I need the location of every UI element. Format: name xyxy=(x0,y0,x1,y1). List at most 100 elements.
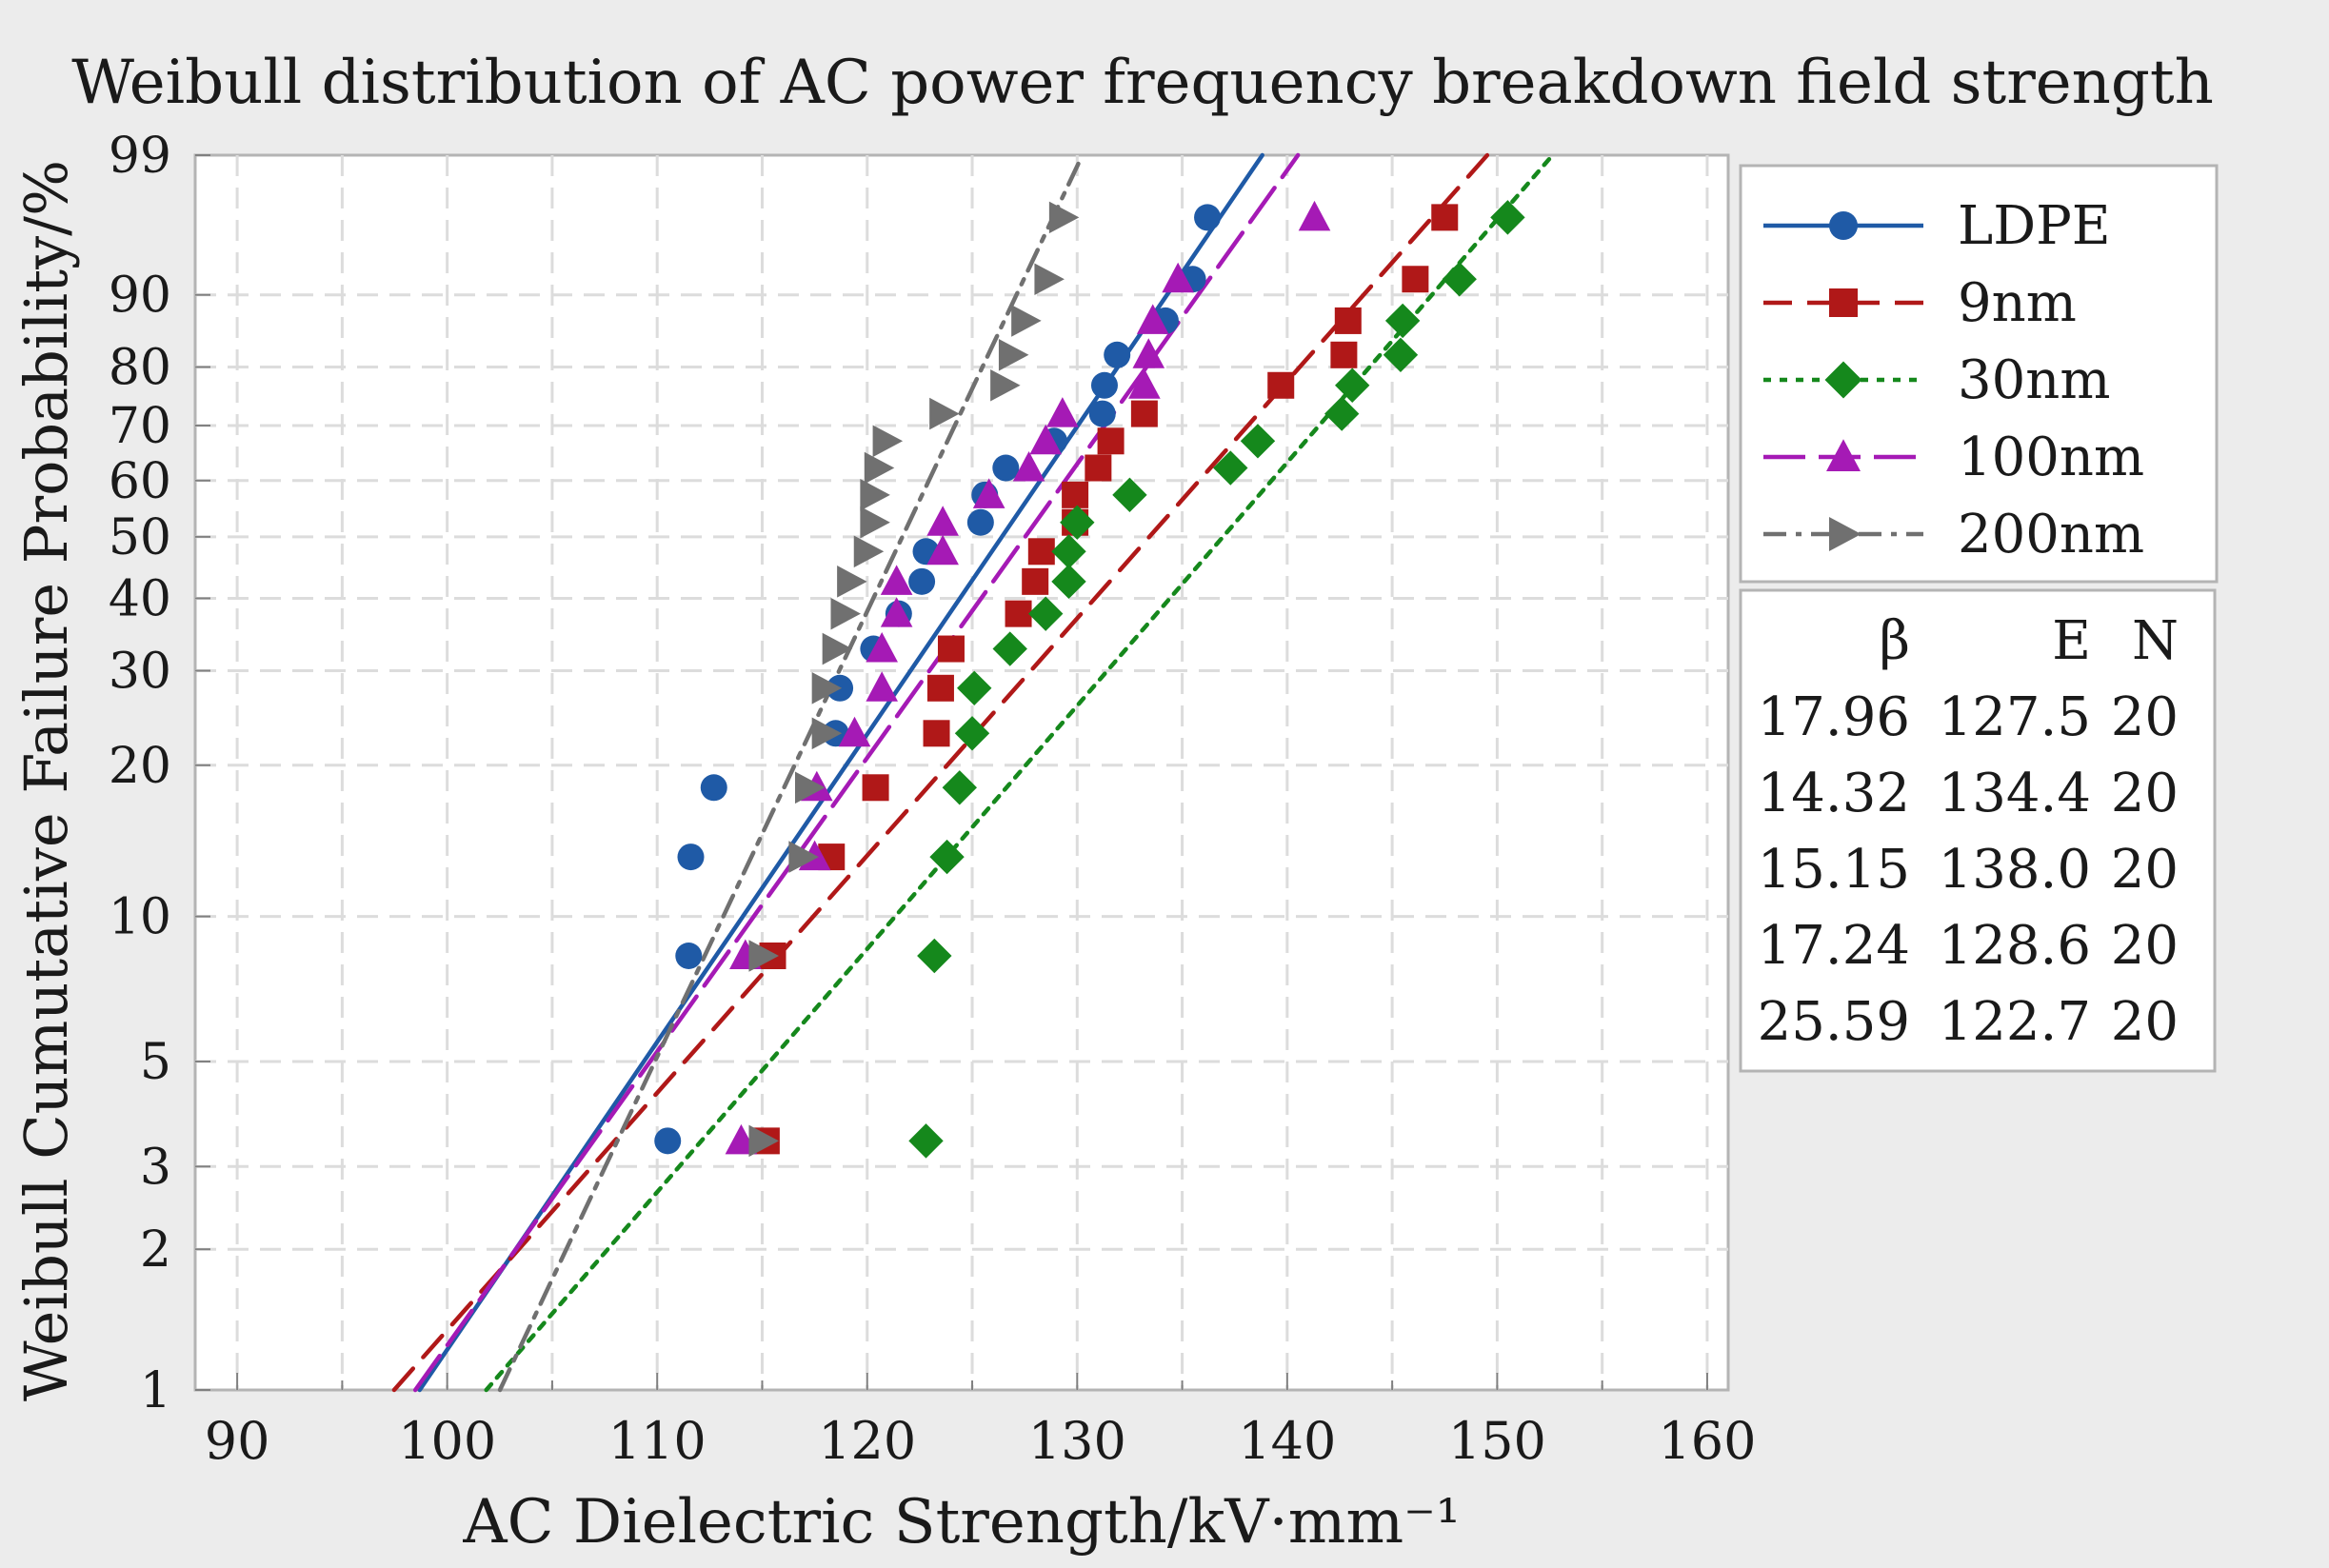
data-point-9nm xyxy=(1005,600,1032,627)
legend-label-ldpe: LDPE xyxy=(1958,195,2111,257)
data-point-200nm xyxy=(1011,305,1042,337)
data-point-30nm xyxy=(1383,337,1419,372)
data-point-30nm xyxy=(1324,396,1360,431)
data-point-100nm xyxy=(880,597,913,627)
data-point-9nm xyxy=(1334,307,1362,334)
stats-cell: 134.4 xyxy=(1939,763,2091,824)
data-point-9nm xyxy=(937,635,965,663)
stats-cell: 20 xyxy=(2111,991,2179,1053)
chart-title: Weibull distribution of AC power frequen… xyxy=(71,48,2214,118)
data-point-30nm xyxy=(1442,262,1477,297)
y-tick-label: 3 xyxy=(140,1139,171,1196)
data-point-ldpe xyxy=(654,1127,682,1155)
stats-cell: 14.32 xyxy=(1758,763,1910,824)
legend-box xyxy=(1739,164,2219,584)
stats-cell: 127.5 xyxy=(1939,686,2091,748)
data-point-ldpe xyxy=(700,774,727,802)
data-point-200nm xyxy=(795,771,826,804)
y-tick-label: 40 xyxy=(109,570,171,627)
data-point-200nm xyxy=(837,566,867,598)
fit-line-9nm xyxy=(391,152,1490,1393)
data-point-9nm xyxy=(1027,538,1055,566)
data-point-100nm xyxy=(1298,200,1331,231)
fit-line-30nm xyxy=(484,152,1555,1393)
data-point-30nm xyxy=(1490,200,1525,235)
y-tick-label: 90 xyxy=(109,268,171,325)
data-point-200nm xyxy=(748,940,779,972)
data-point-ldpe xyxy=(1104,341,1131,368)
data-point-9nm xyxy=(926,674,954,702)
stats-cell: 17.24 xyxy=(1758,915,1910,977)
y-tick-label: 99 xyxy=(109,128,171,185)
y-axis-label: Weibull Cumutative Failure Probability/% xyxy=(11,160,81,1401)
data-point-200nm xyxy=(811,671,843,705)
data-point-200nm xyxy=(1048,201,1080,234)
stats-cell: 20 xyxy=(2111,839,2179,901)
grid-layer xyxy=(195,154,1728,1391)
data-point-100nm xyxy=(926,506,959,536)
data-point-30nm xyxy=(957,670,992,705)
data-point-30nm xyxy=(1240,424,1276,459)
stats-cell: 20 xyxy=(2111,763,2179,824)
data-point-100nm xyxy=(1029,424,1063,455)
fit-line-100nm xyxy=(412,152,1301,1393)
data-point-9nm xyxy=(1431,204,1459,231)
data-point-200nm xyxy=(990,368,1021,402)
data-point-ldpe xyxy=(992,454,1020,482)
legend-marker-100nm xyxy=(1826,439,1861,471)
data-point-200nm xyxy=(811,717,843,750)
data-point-ldpe xyxy=(1088,400,1116,427)
data-point-30nm xyxy=(1051,534,1086,569)
legend-marker-30nm xyxy=(1824,361,1862,399)
data-point-30nm xyxy=(1051,564,1086,600)
data-point-ldpe xyxy=(675,943,703,970)
y-tick-label: 30 xyxy=(109,643,171,700)
data-point-9nm xyxy=(1130,400,1158,427)
data-point-30nm xyxy=(908,1123,944,1159)
legend-label-9nm: 9nm xyxy=(1958,272,2077,334)
data-point-200nm xyxy=(822,632,853,665)
stats-cell: 15.15 xyxy=(1758,839,1910,901)
x-tick-label: 100 xyxy=(398,1411,496,1471)
data-point-30nm xyxy=(1028,596,1064,631)
fit-line-200nm xyxy=(497,152,1085,1393)
legend-label-30nm: 30nm xyxy=(1958,349,2110,411)
tick-labels: 90 100 110 120 130 140 150 160 1 2 3 5 10 20 30 4050607… xyxy=(109,128,1757,1471)
data-point-200nm xyxy=(929,397,960,430)
data-point-30nm xyxy=(942,770,977,805)
stats-header: E xyxy=(2052,610,2091,672)
data-point-100nm xyxy=(1012,451,1045,482)
data-point-9nm xyxy=(1062,481,1089,508)
data-point-100nm xyxy=(1128,368,1161,399)
data-point-200nm xyxy=(830,597,861,630)
y-tick-label: 20 xyxy=(109,738,171,795)
data-point-200nm xyxy=(864,451,895,485)
data-point-9nm xyxy=(1022,567,1049,595)
data-point-200nm xyxy=(860,506,890,539)
data-point-100nm xyxy=(1136,304,1169,334)
data-point-100nm xyxy=(972,478,1005,508)
data-point-9nm xyxy=(923,720,950,747)
x-tick-label: 150 xyxy=(1448,1411,1546,1471)
data-point-ldpe xyxy=(908,567,936,595)
legend-label-100nm: 100nm xyxy=(1958,427,2144,488)
data-point-100nm xyxy=(838,716,871,747)
stats-cell: 17.96 xyxy=(1758,686,1910,748)
data-point-ldpe xyxy=(677,844,705,871)
x-tick-label: 160 xyxy=(1658,1411,1756,1471)
stats-cell: 128.6 xyxy=(1939,915,2091,977)
data-point-ldpe xyxy=(1090,371,1118,399)
data-point-ldpe xyxy=(966,508,994,536)
stats-header: β xyxy=(1880,610,1910,672)
data-point-100nm xyxy=(880,565,913,595)
data-point-100nm xyxy=(866,632,898,663)
y-tick-label: 60 xyxy=(109,453,171,510)
y-tick-label: 2 xyxy=(140,1221,171,1279)
data-point-30nm xyxy=(917,938,952,974)
stats-cell: 20 xyxy=(2111,686,2179,748)
data-point-30nm xyxy=(954,716,990,751)
data-point-30nm xyxy=(1060,505,1095,540)
stats-header: N xyxy=(2132,610,2179,672)
y-tick-label: 10 xyxy=(109,889,171,946)
